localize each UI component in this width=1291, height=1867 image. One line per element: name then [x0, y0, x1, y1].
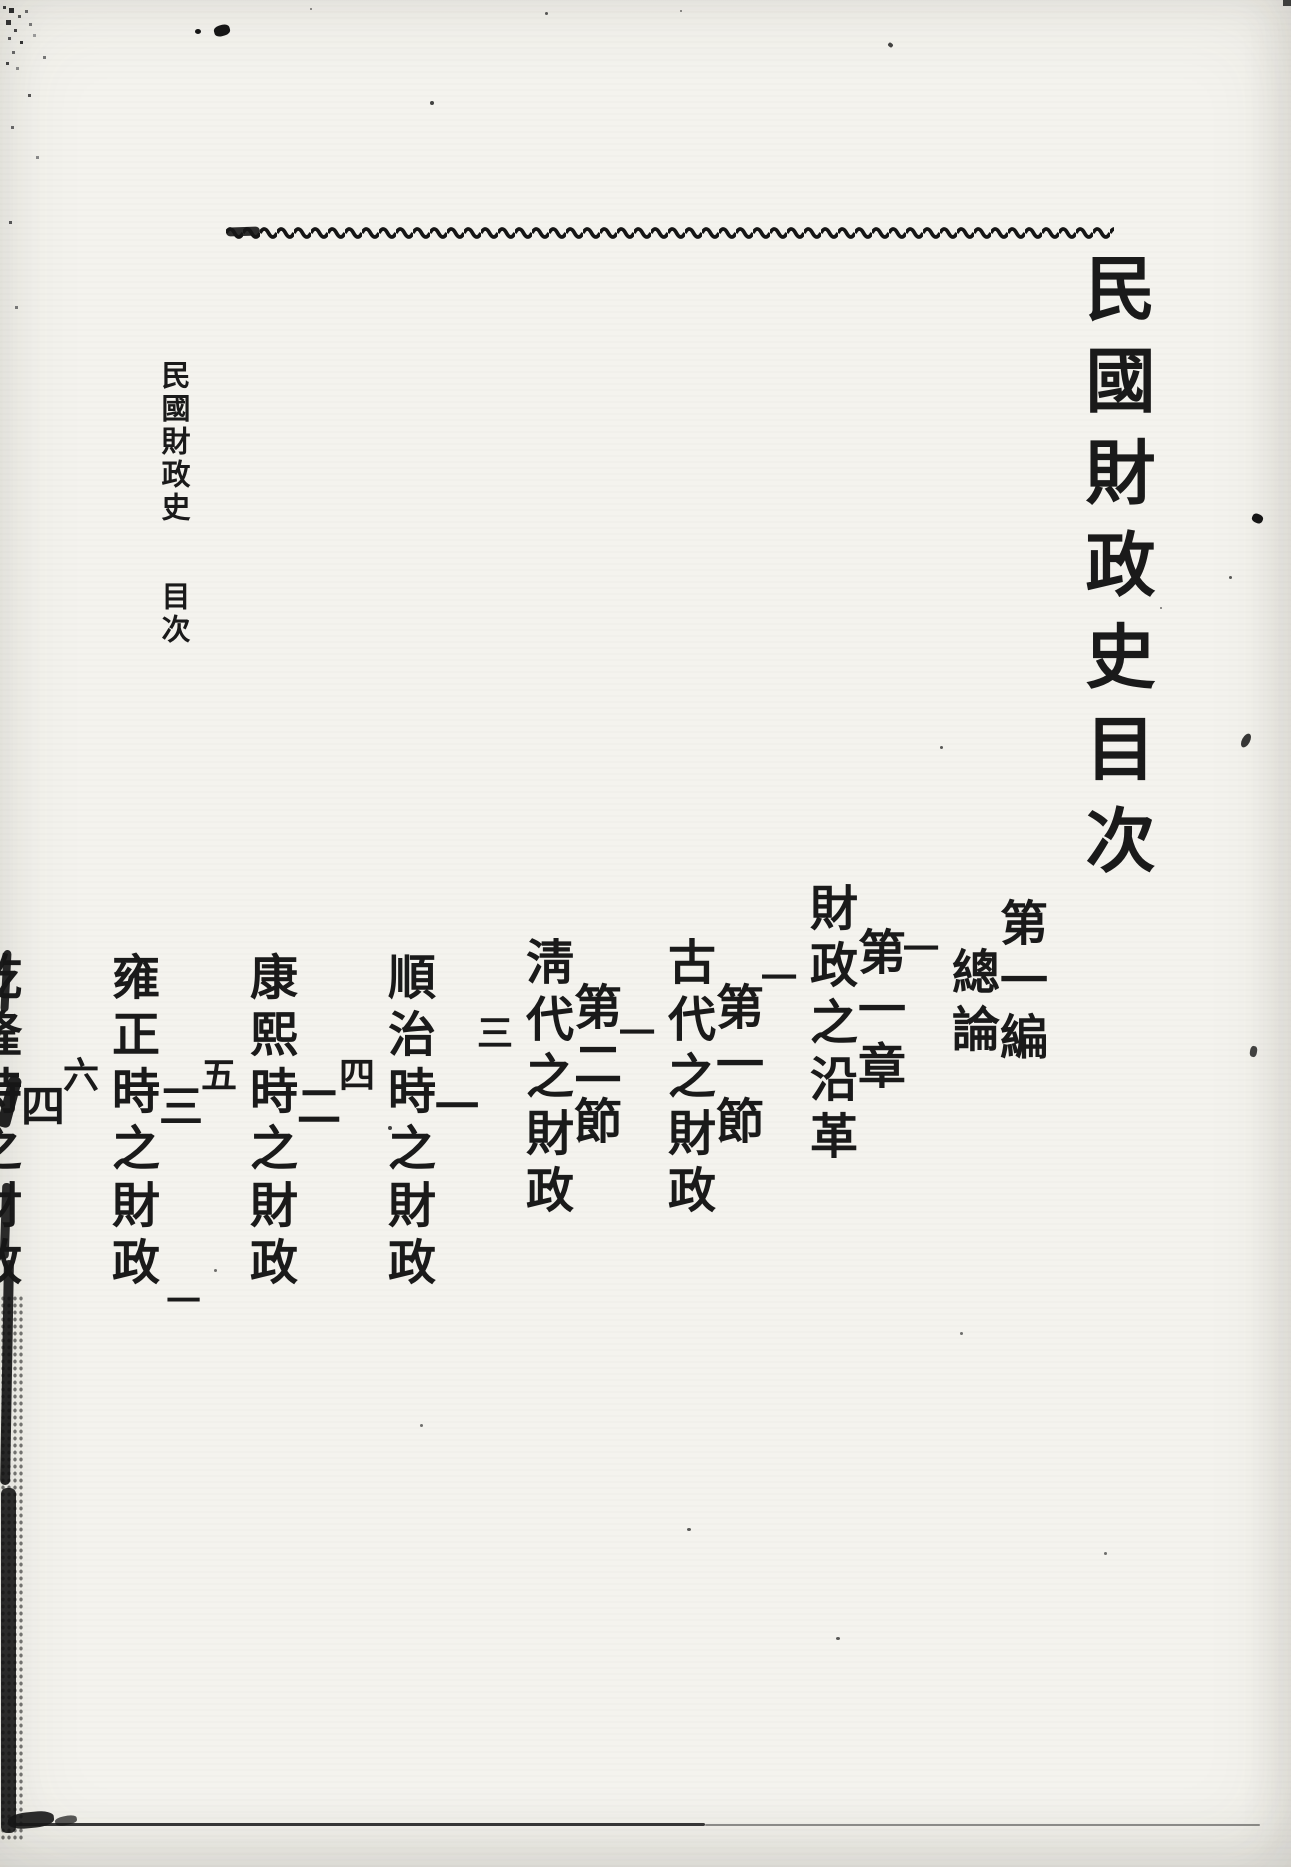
toc-entry-page-number: 三	[472, 1013, 512, 1056]
toc-entry-title: 古代之財政	[660, 937, 713, 1222]
toc-entry: 三 雍正時之財政 六	[58, 300, 201, 1787]
scan-speck	[430, 101, 434, 105]
wavy-divider-rule	[226, 224, 1114, 242]
toc-entry: 二 康熙時之財政 五	[196, 300, 339, 1787]
scan-speck-cluster	[3, 6, 6, 9]
scan-speck	[545, 12, 548, 15]
toc-entry: 四 乾隆時之財政 七	[0, 300, 63, 1787]
scan-bottom-edge	[705, 1824, 1260, 1826]
toc-entry-number: 一	[428, 1083, 477, 1136]
scan-corner-mark	[1283, 0, 1291, 6]
scan-smudge	[1238, 732, 1254, 749]
toc-entry-page-number: 一	[898, 929, 938, 972]
toc-entry: 一 順治時之財政 四	[334, 300, 477, 1787]
running-title-book: 民國財政史	[157, 360, 189, 525]
toc-entry-title: 康熙時之財政	[242, 951, 295, 1294]
scan-speck	[1229, 576, 1232, 579]
toc-entry-title: 淸代之財政	[518, 937, 571, 1222]
folio-page-number: 一	[161, 1283, 198, 1317]
toc-entry-number: 第二節	[566, 982, 619, 1153]
scan-speck	[1104, 1552, 1107, 1555]
toc-entry-title: 乾隆時之財政	[0, 951, 19, 1294]
running-title-section: 目次	[157, 581, 189, 647]
toc-entry-page-number: 六	[58, 1055, 98, 1098]
scan-speck	[195, 29, 201, 34]
toc: 第一編 總論 一 第一章 財政之沿革 一 第一節 古代之財政 一 第二節	[0, 300, 1045, 1655]
toc-entry-title: 順治時之財政	[380, 951, 433, 1294]
toc-entry-number: 四	[14, 1083, 63, 1136]
toc-entry: 第一編 總論 一	[898, 300, 1045, 1661]
scan-speck	[887, 41, 894, 49]
toc-entry-number: 二	[290, 1083, 339, 1136]
toc-entry-number: 第一編	[992, 898, 1045, 1069]
toc-entry: 第一章 財政之沿革 一	[756, 300, 903, 1690]
scan-speck	[680, 10, 682, 12]
scan-smudge	[1250, 512, 1265, 525]
toc-entry-title: 雍正時之財政	[104, 951, 157, 1294]
page-title: 民國財政史目次	[1075, 252, 1152, 896]
scan-smudge	[212, 23, 232, 38]
scan-smudge	[54, 1814, 78, 1827]
scan-bottom-edge	[15, 1823, 705, 1826]
toc-entry-number: 第一章	[850, 927, 903, 1098]
scan-speck	[1160, 607, 1162, 609]
running-title: 民國財政史 目次	[157, 360, 189, 647]
toc-entry-page-number: 一	[756, 958, 796, 1001]
toc-entry-page-number: 四	[334, 1055, 374, 1098]
scan-corner-smudge	[7, 1809, 55, 1831]
toc-entry-page-number: 五	[196, 1055, 236, 1098]
toc-entry-number: 三	[152, 1083, 201, 1136]
toc-entry: 第二節 淸代之財政 三	[472, 300, 619, 1745]
toc-entry-title: 總論	[944, 946, 997, 1061]
toc-entry-title: 財政之沿革	[802, 883, 855, 1168]
toc-entry: 第一節 古代之財政 一	[614, 300, 761, 1745]
scan-speck	[310, 8, 312, 10]
toc-entry-number: 第一節	[708, 982, 761, 1153]
scan-smudge	[1249, 1045, 1258, 1058]
toc-entry-page-number: 一	[614, 1013, 654, 1056]
